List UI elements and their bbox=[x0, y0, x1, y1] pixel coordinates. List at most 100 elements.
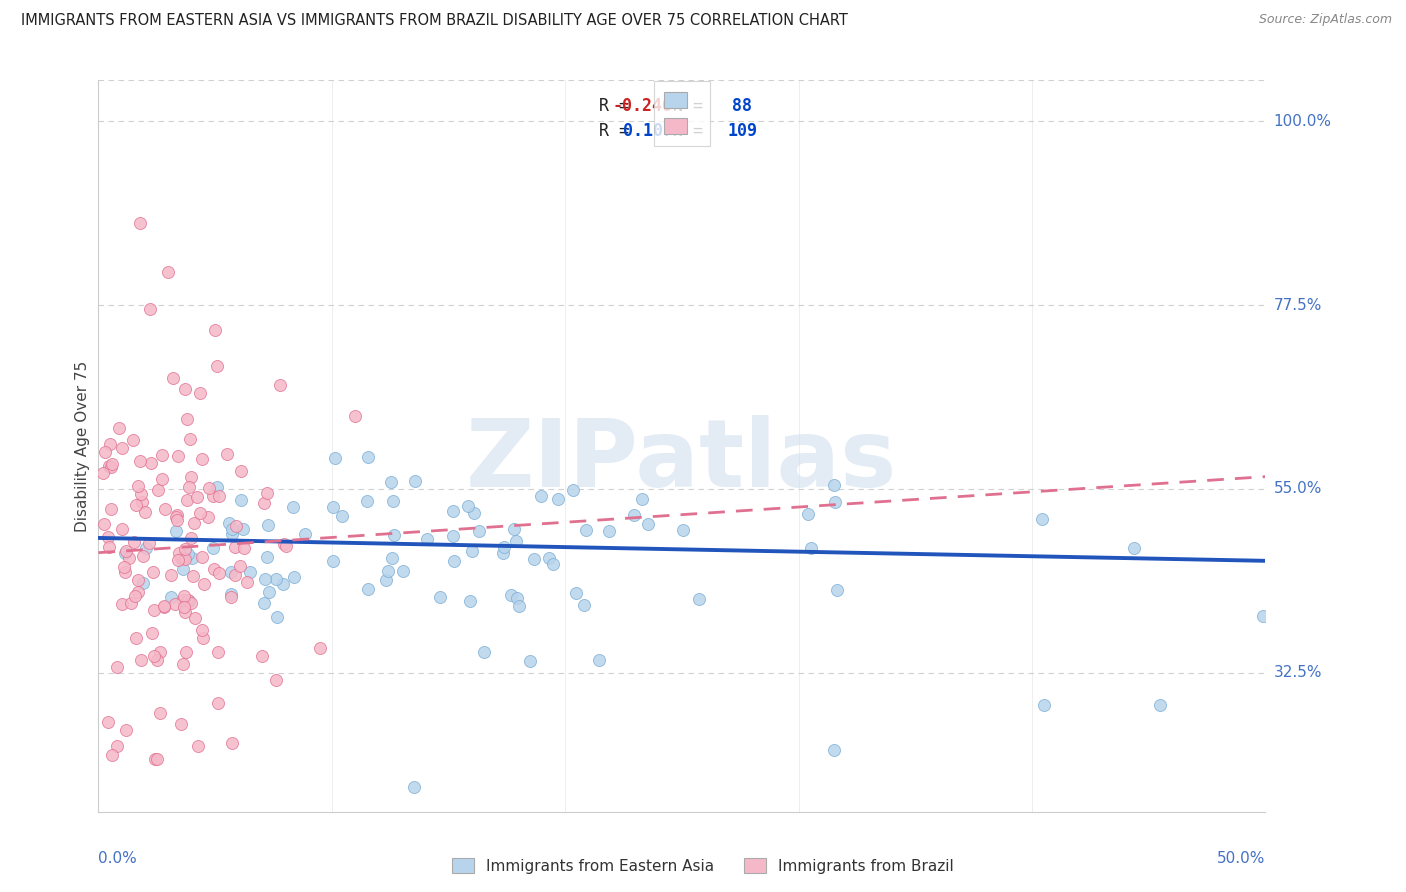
Point bbox=[523, 552, 546, 566]
Point bbox=[153, 599, 176, 614]
Point bbox=[205, 480, 228, 494]
Text: N =: N = bbox=[673, 97, 703, 115]
Point bbox=[173, 589, 195, 603]
Point bbox=[235, 575, 257, 590]
Point bbox=[239, 566, 262, 580]
Point bbox=[187, 739, 209, 754]
Point bbox=[201, 489, 224, 503]
Point bbox=[1122, 541, 1144, 555]
Point bbox=[129, 653, 152, 667]
Text: N =: N = bbox=[673, 122, 703, 140]
Point bbox=[468, 524, 491, 538]
Point bbox=[377, 564, 399, 578]
Text: 77.5%: 77.5% bbox=[1274, 298, 1322, 312]
Point bbox=[173, 600, 195, 615]
Point bbox=[129, 454, 152, 468]
Point bbox=[1149, 698, 1171, 713]
Point bbox=[472, 645, 495, 659]
Point bbox=[344, 409, 367, 423]
Point bbox=[160, 568, 183, 582]
Point bbox=[229, 558, 252, 573]
Point bbox=[100, 502, 122, 516]
Point bbox=[93, 516, 115, 531]
Point bbox=[330, 509, 353, 524]
Point bbox=[1031, 512, 1053, 526]
Point bbox=[207, 696, 229, 710]
Point bbox=[165, 597, 187, 611]
Point bbox=[181, 569, 204, 583]
Point bbox=[127, 585, 149, 599]
Point bbox=[152, 472, 174, 486]
Point bbox=[572, 598, 595, 612]
Point bbox=[127, 574, 149, 588]
Point bbox=[197, 481, 219, 495]
Point bbox=[506, 591, 529, 605]
Point bbox=[190, 549, 212, 564]
Point bbox=[254, 572, 277, 586]
Point bbox=[631, 491, 654, 506]
Point bbox=[148, 483, 170, 497]
Point bbox=[98, 437, 121, 451]
Point bbox=[149, 706, 172, 720]
Point bbox=[183, 516, 205, 530]
Point bbox=[167, 546, 190, 560]
Point bbox=[180, 596, 202, 610]
Point bbox=[825, 582, 848, 597]
Point bbox=[416, 532, 439, 546]
Point bbox=[129, 216, 152, 230]
Point bbox=[115, 544, 138, 558]
Point bbox=[146, 653, 169, 667]
Point bbox=[208, 489, 231, 503]
Point bbox=[91, 466, 114, 480]
Point bbox=[823, 743, 845, 757]
Point bbox=[266, 610, 288, 624]
Point bbox=[382, 494, 405, 508]
Point bbox=[153, 501, 176, 516]
Point bbox=[588, 653, 610, 667]
Point bbox=[537, 551, 560, 566]
Point bbox=[118, 550, 141, 565]
Point bbox=[404, 475, 426, 489]
Point bbox=[115, 723, 138, 737]
Point bbox=[283, 500, 305, 514]
Point bbox=[141, 626, 163, 640]
Point bbox=[530, 489, 553, 503]
Point bbox=[170, 717, 193, 731]
Point bbox=[253, 496, 276, 510]
Point bbox=[562, 483, 585, 497]
Point bbox=[105, 739, 128, 754]
Point bbox=[162, 371, 184, 385]
Point bbox=[221, 526, 243, 541]
Point bbox=[672, 523, 695, 537]
Point bbox=[159, 591, 181, 605]
Text: 32.5%: 32.5% bbox=[1274, 665, 1322, 681]
Point bbox=[219, 566, 242, 580]
Point bbox=[461, 544, 484, 558]
Point bbox=[508, 599, 530, 614]
Legend: Immigrants from Eastern Asia, Immigrants from Brazil: Immigrants from Eastern Asia, Immigrants… bbox=[446, 852, 960, 880]
Point bbox=[172, 562, 194, 576]
Point bbox=[174, 645, 197, 659]
Point bbox=[575, 523, 598, 537]
Point bbox=[443, 553, 465, 567]
Text: IMMIGRANTS FROM EASTERN ASIA VS IMMIGRANTS FROM BRAZIL DISABILITY AGE OVER 75 CO: IMMIGRANTS FROM EASTERN ASIA VS IMMIGRAN… bbox=[21, 13, 848, 29]
Point bbox=[186, 490, 208, 504]
Point bbox=[131, 495, 153, 509]
Point bbox=[264, 572, 287, 586]
Point bbox=[193, 577, 215, 591]
Point bbox=[207, 645, 229, 659]
Text: 88: 88 bbox=[733, 97, 752, 115]
Point bbox=[183, 611, 205, 625]
Point bbox=[463, 506, 485, 520]
Point bbox=[201, 541, 224, 556]
Text: R =: R = bbox=[599, 97, 630, 115]
Point bbox=[357, 582, 380, 596]
Text: 109: 109 bbox=[728, 122, 758, 140]
Point bbox=[202, 562, 225, 576]
Text: R =: R = bbox=[599, 122, 630, 140]
Point bbox=[269, 377, 291, 392]
Point bbox=[173, 542, 195, 557]
Point bbox=[541, 558, 564, 572]
Text: 50.0%: 50.0% bbox=[1218, 851, 1265, 865]
Point bbox=[124, 631, 146, 645]
